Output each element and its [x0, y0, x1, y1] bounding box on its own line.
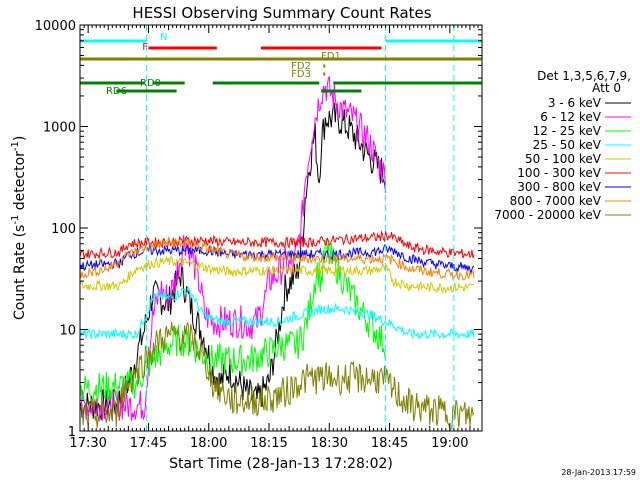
x-axis-label: Start Time (28-Jan-13 17:28:02)	[169, 456, 393, 472]
series-line-2	[80, 76, 387, 422]
flag-label-fd1: FD1	[321, 51, 341, 62]
y-tick-label: 10000	[35, 19, 76, 34]
flag-label-fd2: FD2	[291, 61, 311, 72]
y-tick-label: 1	[68, 425, 76, 440]
y-tick-label: 10	[59, 324, 76, 339]
flag-label-fd3: FD3	[291, 69, 311, 80]
legend-entry-label: 100 - 300 keV	[517, 166, 601, 180]
series-line-9	[80, 321, 475, 430]
x-tick-label: 18:15	[250, 436, 287, 451]
series-line-1	[80, 101, 387, 420]
series-line-6	[80, 230, 475, 261]
series-line-5	[80, 256, 474, 294]
x-tick-label: 19:00	[431, 436, 468, 451]
x-tick-label: 17:30	[69, 436, 106, 451]
series-line-8	[80, 235, 475, 281]
x-tick-label: 17:45	[130, 436, 167, 451]
series-layer	[80, 76, 475, 430]
flag-label-rd0: RD0	[140, 78, 161, 89]
legend-entry-label: 800 - 7000 keV	[510, 194, 602, 208]
flag-label-rd6: RD6	[106, 86, 127, 97]
y-tick-label: 1000	[43, 121, 76, 136]
x-tick-label: 18:00	[190, 436, 227, 451]
legend-entry-label: 7000 - 20000 keV	[494, 208, 601, 222]
legend-entry-label: 6 - 12 keV	[540, 110, 602, 124]
flag-label-n: N	[160, 32, 167, 43]
legend-entry-label: 25 - 50 keV	[533, 138, 602, 152]
legend-entry-label: 3 - 6 keV	[548, 96, 602, 110]
y-axis-label: Count Rate (s-1 detector-1)	[10, 136, 28, 320]
legend-entry-label: 300 - 800 keV	[517, 180, 601, 194]
legend-header-line1: Det 1,3,5,6,7,9,	[537, 69, 631, 83]
saa-boundaries	[145, 25, 455, 431]
legend-entry-label: 12 - 25 keV	[533, 124, 602, 138]
x-tick-label: 18:45	[371, 436, 408, 451]
chart-title: HESSI Observing Summary Count Rates	[132, 4, 431, 22]
series-line-4	[80, 286, 475, 341]
y-axis: 1 10 100 1000 10000	[35, 19, 482, 440]
x-tick-label: 18:30	[311, 436, 348, 451]
x-axis: 17:30 17:45 18:00 18:15 18:30 18:45 19:00	[69, 25, 479, 451]
flag-label-f: F	[142, 42, 148, 53]
legend-header-line2: Att 0	[592, 81, 621, 95]
y-tick-label: 100	[51, 222, 76, 237]
legend-entry-label: 50 - 100 keV	[525, 152, 602, 166]
footer-timestamp: 28-Jan-2013 17:59	[561, 468, 636, 477]
